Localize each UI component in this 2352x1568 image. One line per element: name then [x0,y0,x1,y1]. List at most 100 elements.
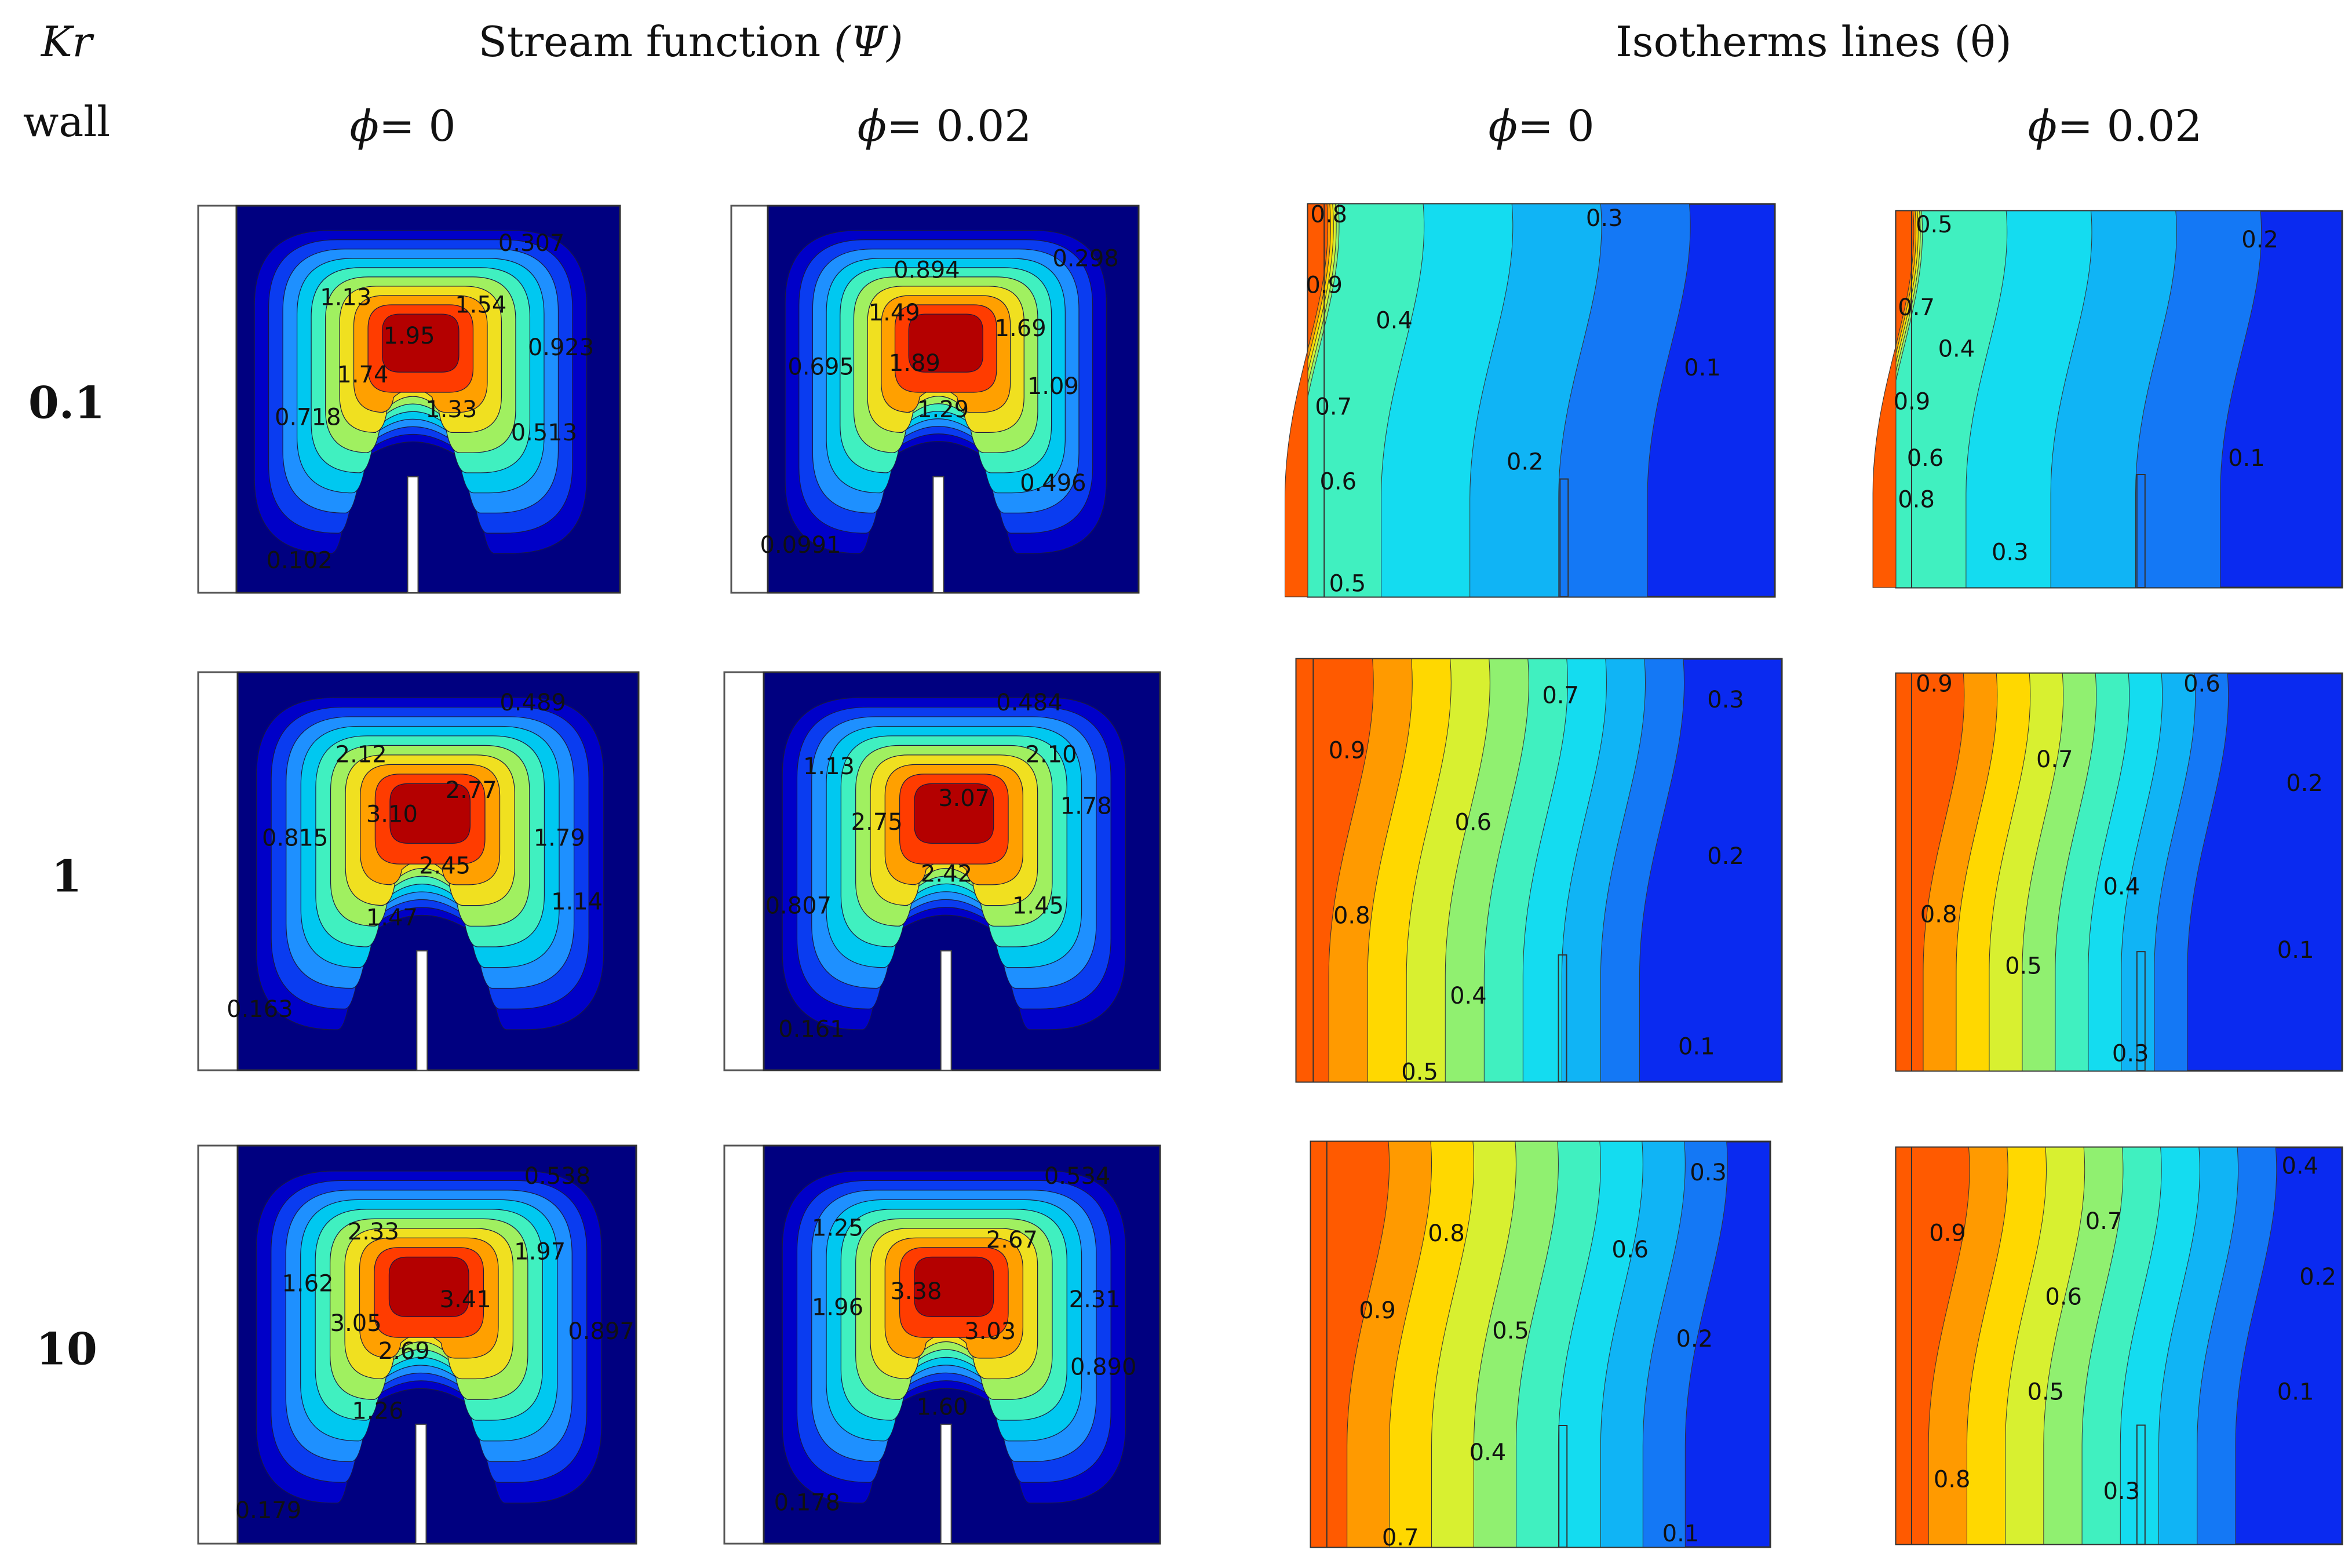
stream-contour-label: 1.74 [337,362,388,388]
stream-contour-label: 1.14 [551,888,603,915]
isotherm-label: 0.3 [1707,687,1744,713]
iso-panel-kr0-phi1: 0.5 0.2 0.70.4 0.9 0.1 0.6 0.8 0.3 [1872,210,2343,589]
stream-contour-label: 1.26 [352,1398,403,1424]
phi-label-stream-002: ϕ= 0.02 [857,101,1032,151]
stream-contour-label: 0.298 [1052,246,1119,272]
isotherm-label: 0.5 [1329,571,1366,597]
isotherm-label: 0.1 [1678,1034,1715,1060]
isotherms-title: Isotherms lines (θ) [1616,17,2012,66]
stream-contour-label: 0.307 [498,230,565,257]
stream-contour-label: 2.75 [851,809,903,836]
fin-outline [2136,1424,2146,1545]
isotherm-band [1872,210,1915,588]
stream-contour-label: 3.10 [366,801,418,827]
stream-contour-label: 1.54 [455,292,506,319]
isotherm-label: 0.6 [2045,1283,2082,1310]
isotherm-label: 0.7 [1315,394,1352,421]
isotherm-label: 0.3 [2112,1041,2149,1067]
stream-contour-label: 3.38 [890,1278,942,1305]
fin [415,1423,427,1544]
isotherm-label: 0.4 [1450,983,1487,1009]
isotherm-label: 0.4 [2281,1153,2318,1179]
stream-contour-label: 2.10 [1025,741,1077,768]
stream-contour-label: 0.923 [528,334,595,361]
isotherm-label: 0.8 [1898,487,1935,513]
fin [940,1423,952,1544]
isotherm-label: 0.4 [1938,336,1975,363]
isotherm-label: 0.6 [1454,809,1492,836]
isotherm-label: 0.9 [1929,1220,1966,1247]
isotherm-label: 0.1 [1662,1520,1700,1547]
isotherm-label: 0.4 [2103,873,2140,900]
stream-contour-band [389,783,471,844]
stream-panel-kr1-phi0: 0.489 2.12 2.77 3.10 0.815 1.79 2.45 1.14 1.47 0.… [197,671,640,1071]
isotherm-band [1310,1141,1390,1548]
stream-contour-label: 0.513 [511,420,578,446]
stream-contour-label: 2.31 [1069,1286,1121,1313]
stream-contour-label: 1.09 [1027,373,1079,400]
isotherm-label: 0.1 [1684,355,1721,381]
stream-contour-band [908,313,983,373]
isotherm-label: 0.6 [1319,468,1356,495]
isotherm-label: 0.8 [1428,1220,1465,1247]
fin-outline [2136,951,2146,1072]
stream-contour-label: 0.0991 [760,532,841,559]
stream-contour-label: 0.102 [266,548,333,574]
isotherm-label: 0.5 [2005,953,2042,980]
stream-contour-label: 3.05 [330,1310,382,1337]
wall-strip [723,1144,765,1545]
stream-contour-label: 0.890 [1070,1354,1137,1381]
isotherm-label: 0.8 [1920,901,1957,928]
isotherm-label: 0.4 [1469,1439,1507,1466]
row-label-kr-10: 10 [36,1323,97,1375]
isotherm-label: 0.2 [1676,1326,1713,1352]
phi-label-iso-0: ϕ= 0 [1488,101,1595,151]
stream-contour-label: 1.13 [320,284,371,311]
isotherm-band [1895,673,1965,1071]
isotherm-label: 0.6 [1907,445,1944,472]
stream-contour-label: 2.77 [446,777,497,804]
stream-contour-label: 0.179 [235,1497,302,1524]
stream-contour-band [388,1256,469,1318]
stream-contour-label: 1.96 [812,1294,863,1321]
stream-panel-kr2-phi1: 0.534 1.25 2.67 1.96 3.38 2.31 3.03 0.890 1.60 0.… [723,1144,1161,1545]
isotherm-label: 0.3 [2103,1478,2140,1505]
stream-contour-label: 3.07 [938,785,990,812]
iso-panel-kr2-phi1: 0.4 0.9 0.7 0.2 0.6 0.5 0.1 0.8 0.3 [1895,1146,2343,1545]
stream-contour-label: 3.41 [440,1286,491,1313]
stream-contour-label: 1.78 [1060,793,1112,820]
isotherm-band [1895,1147,1970,1545]
isotherm-label: 0.2 [2299,1264,2336,1290]
stream-contour-label: 1.25 [812,1215,863,1241]
stream-contour-label: 0.534 [1044,1163,1111,1190]
stream-panel-kr2-phi0: 0.538 2.33 1.97 1.62 3.41 3.05 0.897 2.69 1.26 0.… [197,1144,637,1545]
isotherm-label: 0.5 [1916,212,1953,238]
stream-contour-label: 1.62 [282,1270,333,1297]
isotherm-band [1296,658,1374,1082]
stream-panel-kr1-phi1: 0.484 1.13 2.10 3.07 2.75 1.78 2.42 0.807 1.45 0.… [723,671,1161,1071]
fin-outline [2136,474,2146,588]
stream-contour-label: 0.538 [524,1163,591,1190]
iso-panel-kr1-phi1: 0.9 0.6 0.7 0.2 0.4 0.8 0.5 0.1 0.3 [1895,671,2343,1072]
stream-contour-label: 1.29 [917,396,969,423]
stream-contour-label: 1.60 [916,1394,968,1420]
phi-label-iso-002: ϕ= 0.02 [2028,101,2203,151]
isotherm-label: 0.6 [2183,671,2220,698]
fin-outline [1558,1425,1568,1548]
isotherm-band [1307,203,1425,597]
wall-strip [730,205,769,594]
stream-contour-label: 0.897 [568,1318,635,1345]
isotherm-label: 0.3 [1992,539,2029,566]
isotherm-label: 0.8 [1934,1466,1971,1493]
row-label-kr-0-1: 0.1 [28,377,105,429]
phi-label-stream-0: ϕ= 0 [349,101,456,151]
stream-contour-label: 0.807 [765,892,832,919]
isotherm-band [1895,210,2008,588]
stream-contour-label: 1.79 [534,825,585,852]
isotherm-label: 0.7 [1898,294,1935,321]
iso-panel-kr2-phi0: 0.3 0.8 0.6 0.9 0.5 0.2 0.4 0.7 0.1 [1310,1140,1771,1551]
isotherm-label: 0.9 [1329,738,1366,764]
isotherm-label: 0.2 [2286,770,2323,797]
stream-contour-label: 1.89 [889,350,940,377]
isotherm-label: 0.5 [2028,1379,2065,1406]
